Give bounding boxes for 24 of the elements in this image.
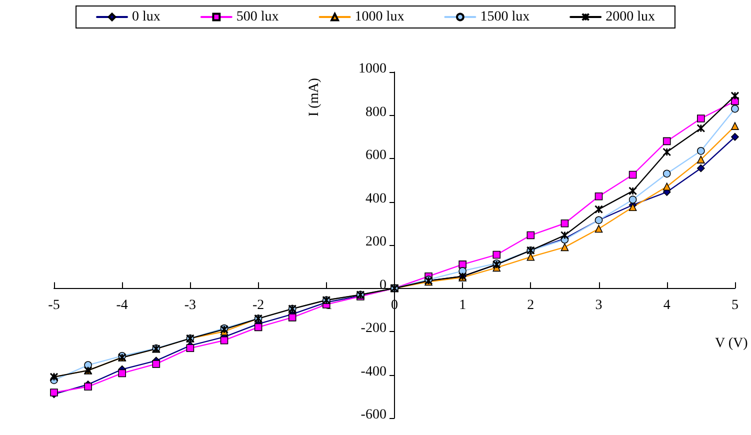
legend-label: 500 lux: [236, 10, 279, 24]
y-axis-title: I (mA): [306, 78, 322, 116]
x-tick-label: 3: [595, 298, 602, 313]
y-tick-label: -400: [360, 364, 386, 380]
x-tick-label: 1: [459, 298, 466, 313]
x-tick-label: 2: [527, 298, 534, 313]
x-tick-label: -3: [184, 298, 196, 313]
x-tick-label: 4: [663, 298, 670, 313]
x-tick-label: -2: [252, 298, 264, 313]
y-tick-label: -200: [360, 321, 386, 336]
x-axis-title: V (V): [714, 336, 748, 351]
y-tick-label: 600: [365, 148, 386, 163]
x-tick-label: -5: [48, 298, 60, 313]
legend-label: 2000 lux: [606, 10, 655, 24]
y-tick-label: 1000: [358, 62, 386, 76]
legend-label: 0 lux: [132, 10, 160, 24]
legend-label: 1500 lux: [480, 10, 530, 24]
y-tick-label: -600: [360, 408, 386, 422]
x-tick-label: 5: [731, 298, 738, 313]
legend-label: 1000 lux: [354, 10, 404, 24]
y-tick-label: 800: [365, 104, 386, 120]
y-tick-label: 400: [365, 191, 386, 206]
y-tick-label: 200: [365, 234, 386, 250]
x-tick-label: -4: [116, 298, 128, 313]
